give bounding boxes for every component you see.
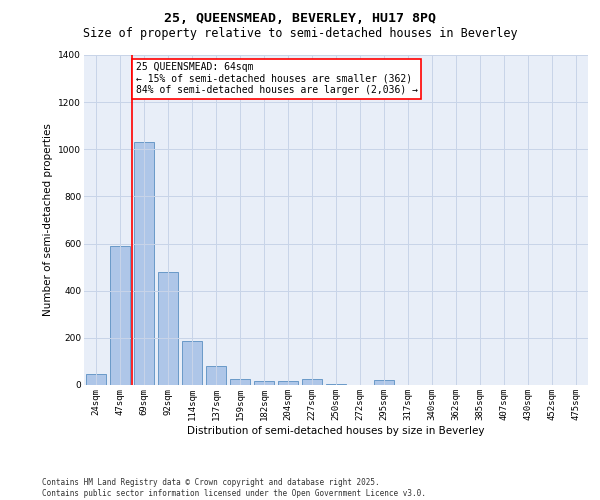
Bar <box>206 366 226 385</box>
Bar <box>158 272 178 385</box>
Text: Contains HM Land Registry data © Crown copyright and database right 2025.
Contai: Contains HM Land Registry data © Crown c… <box>42 478 426 498</box>
Bar <box>86 374 106 385</box>
Bar <box>278 382 298 385</box>
Text: 25 QUEENSMEAD: 64sqm
← 15% of semi-detached houses are smaller (362)
84% of semi: 25 QUEENSMEAD: 64sqm ← 15% of semi-detac… <box>136 62 418 96</box>
Bar <box>302 379 322 385</box>
Bar <box>374 380 394 385</box>
Bar <box>230 379 250 385</box>
Text: 25, QUEENSMEAD, BEVERLEY, HU17 8PQ: 25, QUEENSMEAD, BEVERLEY, HU17 8PQ <box>164 12 436 26</box>
Bar <box>326 384 346 385</box>
Y-axis label: Number of semi-detached properties: Number of semi-detached properties <box>43 124 53 316</box>
X-axis label: Distribution of semi-detached houses by size in Beverley: Distribution of semi-detached houses by … <box>187 426 485 436</box>
Text: Size of property relative to semi-detached houses in Beverley: Size of property relative to semi-detach… <box>83 28 517 40</box>
Bar <box>110 246 130 385</box>
Bar <box>254 382 274 385</box>
Bar <box>182 342 202 385</box>
Bar <box>134 142 154 385</box>
